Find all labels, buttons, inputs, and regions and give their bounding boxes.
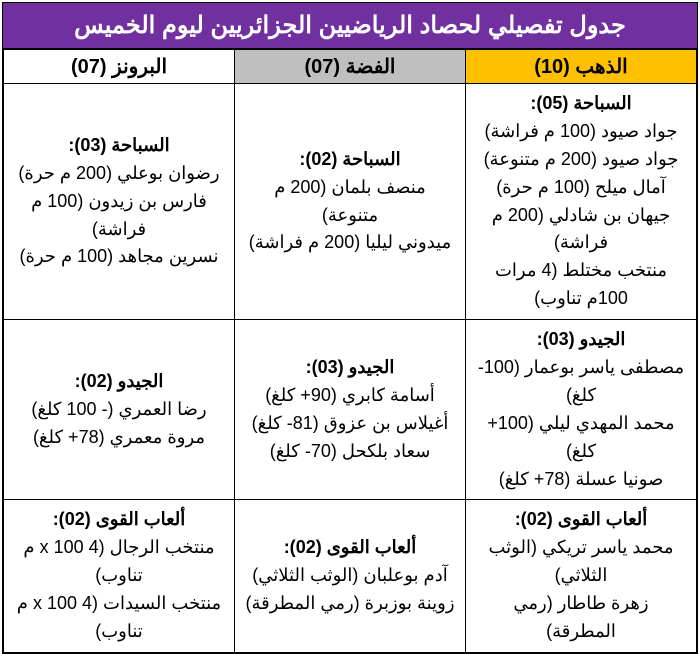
- cell-item: منتخب الرجال (4 x 100 م تناوب): [14, 534, 224, 590]
- cell-title: الجيدو (03):: [245, 354, 455, 382]
- header-bronze: البرونز (07): [4, 50, 235, 84]
- cell-silver: السباحة (02):منصف بلمان (200 م متنوعة)مي…: [235, 84, 466, 320]
- cell-item: أغيلاس بن عزوق (81- كلغ): [245, 410, 455, 438]
- cell-item: مصطفى ياسر بوعمار (100- كلغ): [476, 354, 686, 410]
- cell-item: نسرين مجاهد (100 م حرة): [14, 243, 224, 271]
- cell-bronze: الجيدو (02):رضا العمري (- 100 كلغ)مروة م…: [4, 320, 235, 500]
- cell-item: منصف بلمان (200 م متنوعة): [245, 174, 455, 230]
- cell-gold: السباحة (05):جواد صيود (100 م فراشة)جواد…: [466, 84, 697, 320]
- cell-bronze: السباحة (03):رضوان بوعلي (200 م حرة)فارس…: [4, 84, 235, 320]
- cell-item: فارس بن زيدون (100 م فراشة): [14, 188, 224, 244]
- cell-item: أسامة كابري (90+ كلغ): [245, 382, 455, 410]
- cell-item: زوينة بوزبرة (رمي المطرقة): [245, 590, 455, 618]
- cell-bronze: ألعاب القوى (02):منتخب الرجال (4 x 100 م…: [4, 500, 235, 652]
- cell-silver: ألعاب القوى (02):آدم بوعلبان (الوثب الثل…: [235, 500, 466, 652]
- cell-item: محمد المهدي ليلي (100+ كلغ): [476, 410, 686, 466]
- cell-title: ألعاب القوى (02):: [476, 506, 686, 534]
- cell-item: آدم بوعلبان (الوثب الثلاثي): [245, 562, 455, 590]
- cell-title: الجيدو (02):: [14, 368, 224, 396]
- cell-item: منتخب السيدات (4 x 100 م تناوب): [14, 590, 224, 646]
- cell-gold: الجيدو (03):مصطفى ياسر بوعمار (100- كلغ)…: [466, 320, 697, 500]
- cell-title: السباحة (03):: [14, 132, 224, 160]
- cell-item: ميدوني ليليا (200 م فراشة): [245, 229, 455, 257]
- cell-item: جواد صيود (200 م متنوعة): [476, 146, 686, 174]
- table-row: ألعاب القوى (02):محمد ياسر تريكي (الوثب …: [4, 500, 697, 652]
- cell-title: الجيدو (03):: [476, 326, 686, 354]
- cell-title: السباحة (05):: [476, 90, 686, 118]
- cell-item: جيهان بن شادلي (200 م فراشة): [476, 202, 686, 258]
- cell-item: زهرة طاطار (رمي المطرقة): [476, 590, 686, 646]
- cell-silver: الجيدو (03):أسامة كابري (90+ كلغ)أغيلاس …: [235, 320, 466, 500]
- cell-item: مروة معمري (78+ كلغ): [14, 424, 224, 452]
- table-row: السباحة (05):جواد صيود (100 م فراشة)جواد…: [4, 84, 697, 320]
- cell-title: السباحة (02):: [245, 146, 455, 174]
- cell-title: ألعاب القوى (02):: [245, 534, 455, 562]
- title-bar: جدول تفصيلي لحصاد الرياضيين الجزائريين ل…: [3, 3, 697, 49]
- medals-table: الذهب (10) الفضة (07) البرونز (07) السبا…: [3, 49, 697, 653]
- cell-gold: ألعاب القوى (02):محمد ياسر تريكي (الوثب …: [466, 500, 697, 652]
- cell-item: جواد صيود (100 م فراشة): [476, 118, 686, 146]
- cell-item: آمال ميلح (100 م حرة): [476, 174, 686, 202]
- header-gold: الذهب (10): [466, 50, 697, 84]
- cell-item: محمد ياسر تريكي (الوثب الثلاثي): [476, 534, 686, 590]
- cell-item: سعاد بلكحل (70- كلغ): [245, 438, 455, 466]
- table-row: الجيدو (03):مصطفى ياسر بوعمار (100- كلغ)…: [4, 320, 697, 500]
- cell-item: رضوان بوعلي (200 م حرة): [14, 160, 224, 188]
- cell-item: رضا العمري (- 100 كلغ): [14, 396, 224, 424]
- header-row: الذهب (10) الفضة (07) البرونز (07): [4, 50, 697, 84]
- cell-title: ألعاب القوى (02):: [14, 506, 224, 534]
- cell-item: صونيا عسلة (78+ كلغ): [476, 466, 686, 494]
- cell-item: منتخب مختلط (4 مرات 100م تناوب): [476, 257, 686, 313]
- header-silver: الفضة (07): [235, 50, 466, 84]
- table-container: جدول تفصيلي لحصاد الرياضيين الجزائريين ل…: [2, 2, 698, 654]
